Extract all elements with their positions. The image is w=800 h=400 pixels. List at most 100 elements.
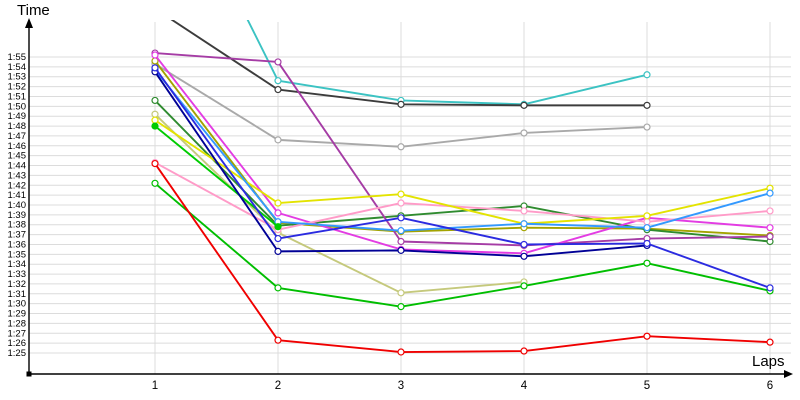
data-point-red [151, 159, 159, 168]
y-tick-label: 1:47 [8, 131, 27, 142]
y-tick-label: 1:29 [8, 309, 27, 320]
data-point-blue [151, 64, 159, 72]
data-point-azure [643, 224, 651, 232]
data-point-gray [397, 143, 405, 151]
data-point-red [766, 338, 774, 346]
data-point-yellow [274, 199, 282, 207]
data-point-azure [520, 220, 528, 228]
series-group [151, 6, 774, 356]
data-point-navy [274, 247, 282, 255]
y-tick-label: 1:33 [8, 269, 27, 280]
data-point-azure [766, 189, 774, 197]
data-point-magenta [274, 209, 282, 217]
series-line-dark-green [154, 99, 771, 243]
data-point-gray [643, 123, 651, 131]
x-tick-label: 2 [275, 380, 281, 392]
x-tick-label: 6 [767, 380, 773, 392]
y-tick-label: 1:28 [8, 318, 27, 329]
data-point-yellow [643, 212, 651, 220]
x-tick-label: 4 [521, 380, 528, 392]
data-point-cyan [274, 77, 282, 85]
data-point-pink [643, 218, 651, 226]
y-tick-label: 1:55 [8, 52, 27, 63]
data-point-green [643, 259, 651, 267]
y-tick-label: 1:36 [8, 239, 27, 250]
data-point-gray [520, 129, 528, 137]
data-point-blue [520, 240, 528, 249]
data-point-gray [274, 136, 282, 144]
y-tick-label: 1:39 [8, 210, 27, 221]
series-line-magenta [154, 54, 771, 255]
y-tick-label: 1:50 [8, 101, 27, 112]
data-point-navy [397, 246, 405, 254]
y-tick-label: 1:30 [8, 299, 27, 310]
series-line-yellow [154, 119, 771, 225]
data-point-pink [520, 207, 528, 215]
data-point-black [520, 101, 528, 109]
data-point-pink [766, 207, 774, 215]
data-point-blue [274, 234, 282, 243]
y-tick-label: 1:25 [8, 348, 27, 359]
series-line-red [154, 163, 771, 353]
y-tick-label: 1:41 [8, 190, 27, 201]
data-point-black [397, 100, 405, 108]
series-line-azure [154, 69, 771, 232]
data-point-blue [397, 214, 405, 222]
data-point-cyan [643, 71, 651, 79]
y-tick-label: 1:26 [8, 338, 27, 349]
data-point-blue [643, 239, 651, 248]
series-line-pink [154, 161, 771, 231]
y-tick-label: 1:27 [8, 328, 27, 339]
data-point-magenta [151, 51, 159, 59]
data-point-purple [397, 237, 405, 246]
y-tick-label: 1:38 [8, 220, 27, 231]
axis-origin-marker [26, 371, 32, 377]
series-line-green [154, 182, 771, 308]
y-tick-label: 1:32 [8, 279, 27, 290]
data-point-bright-green [274, 223, 282, 231]
y-tick-label: 1:48 [8, 121, 27, 132]
y-tick-label: 1:46 [8, 141, 27, 152]
y-tick-label: 1:45 [8, 151, 27, 162]
data-point-khaki [397, 289, 405, 297]
data-point-purple [766, 232, 774, 241]
y-tick-label: 1:44 [8, 161, 27, 172]
data-point-black [643, 101, 651, 109]
data-point-yellow [151, 116, 159, 124]
series-line-purple [154, 52, 771, 247]
data-point-green [274, 284, 282, 292]
data-point-khaki [151, 110, 159, 118]
data-point-magenta [766, 224, 774, 232]
data-point-bright-green [151, 122, 159, 130]
y-tick-label: 1:43 [8, 170, 27, 181]
y-tick-label: 1:42 [8, 180, 27, 191]
data-point-red [397, 348, 405, 356]
data-point-azure [397, 227, 405, 235]
data-point-red [274, 336, 282, 344]
y-tick-label: 1:31 [8, 289, 27, 300]
y-tick-label: 1:40 [8, 200, 27, 211]
series-line-blue [154, 67, 771, 289]
y-tick-label: 1:35 [8, 249, 27, 260]
series-line-khaki [154, 113, 525, 294]
y-axis-arrow-icon [25, 18, 33, 28]
x-tick-label: 3 [398, 380, 404, 392]
y-tick-label: 1:49 [8, 111, 27, 122]
x-tick-label: 5 [644, 380, 650, 392]
y-tick-label: 1:54 [8, 62, 27, 73]
y-tick-label: 1:52 [8, 82, 27, 93]
data-point-red [520, 347, 528, 355]
x-tick-label: 1 [152, 380, 158, 392]
data-point-green [520, 282, 528, 290]
data-point-pink [397, 199, 405, 207]
data-point-black [152, 6, 158, 12]
data-point-black [274, 85, 282, 94]
y-tick-label: 1:37 [8, 230, 27, 241]
y-tick-label: 1:51 [8, 91, 27, 102]
y-tick-label: 1:53 [8, 72, 27, 83]
x-axis-arrow-icon [784, 370, 793, 378]
data-point-dark-green [151, 96, 159, 105]
data-point-red [643, 332, 651, 340]
